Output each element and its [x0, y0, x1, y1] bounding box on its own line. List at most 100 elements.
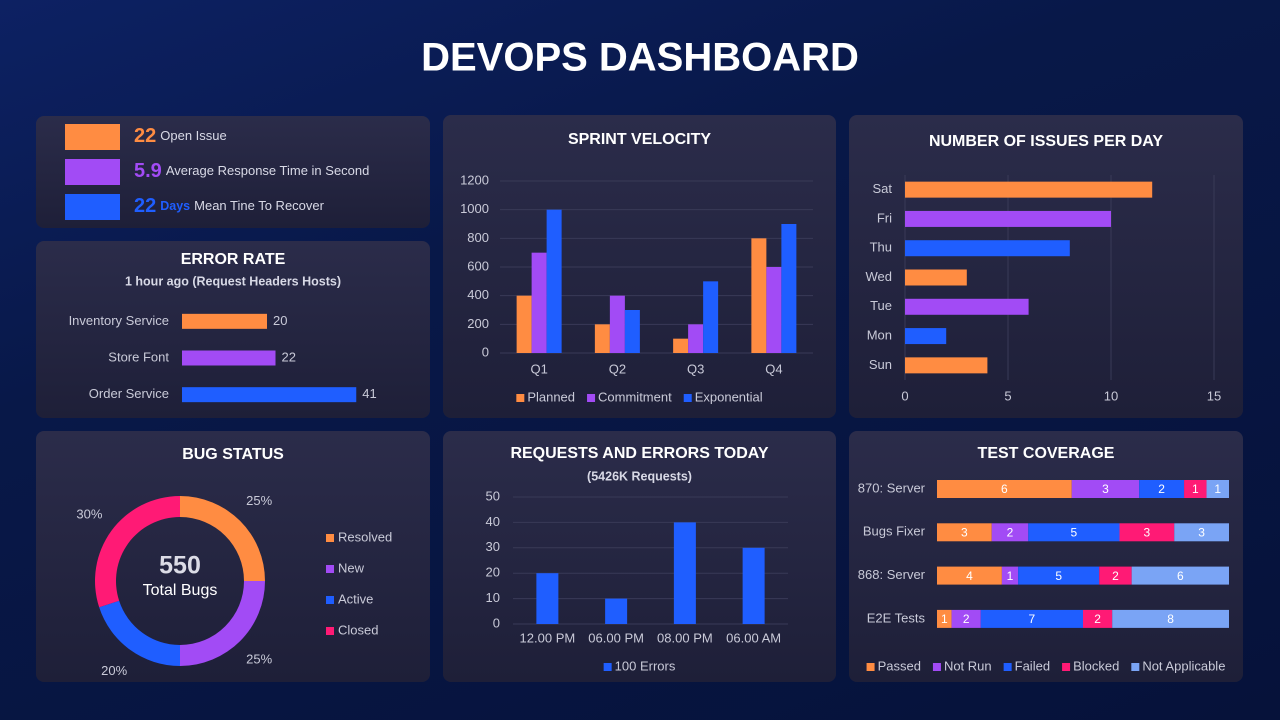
y-tick-label: 0 — [482, 344, 489, 359]
data-label: 6 — [1177, 569, 1184, 583]
kpi: 22 Open Issue — [134, 125, 227, 147]
y-tick-label: 20 — [486, 565, 500, 580]
panel — [36, 241, 430, 418]
data-label: 6 — [1001, 482, 1008, 496]
data-label: 1 — [1007, 569, 1014, 583]
y-tick-label: Sun — [869, 357, 892, 372]
legend-label: Not Run — [944, 658, 992, 673]
legend-swatch — [326, 565, 334, 573]
legend-label: Exponential — [695, 389, 763, 404]
data-label: 3 — [1144, 525, 1151, 539]
bar — [742, 547, 765, 624]
bar — [609, 295, 625, 353]
total-label: Total Bugs — [143, 582, 218, 599]
data-label: 5 — [1071, 525, 1078, 539]
bar — [766, 267, 782, 353]
kpi-panel — [36, 116, 430, 228]
bar — [531, 252, 547, 353]
donut-slice — [95, 496, 180, 608]
y-tick-label: 870: Server — [858, 480, 926, 495]
legend-label: Commitment — [598, 389, 672, 404]
data-label: 41 — [362, 386, 376, 401]
data-label: 2 — [963, 612, 970, 626]
bar — [605, 598, 628, 624]
legend-swatch — [932, 663, 941, 671]
bar-segment — [1112, 609, 1229, 628]
y-tick-label: Inventory Service — [69, 313, 169, 328]
bar — [905, 298, 1029, 315]
data-label: 25% — [246, 652, 272, 667]
bar-segment — [980, 609, 1083, 628]
kpi-value: 22 — [134, 125, 156, 147]
bar — [905, 269, 967, 286]
bar-segment — [1174, 523, 1229, 542]
legend-swatch — [326, 627, 334, 635]
bar — [673, 338, 689, 353]
chart-title: SPRINT VELOCITY — [568, 131, 711, 148]
chart-subtitle: 1 hour ago (Request Headers Hosts) — [125, 274, 341, 288]
data-label: 20% — [101, 663, 127, 678]
bar-segment — [1131, 566, 1229, 585]
y-tick-label: 30 — [486, 539, 500, 554]
bar — [182, 313, 267, 329]
bar-segment — [1184, 480, 1207, 498]
legend-swatch — [326, 534, 334, 542]
bar-segment — [937, 480, 1072, 498]
y-tick-label: 600 — [467, 258, 489, 273]
bar-segment — [1206, 480, 1229, 498]
bar — [182, 387, 357, 403]
kpi-swatch — [65, 124, 120, 150]
bar — [905, 240, 1070, 257]
y-tick-label: 1000 — [460, 201, 489, 216]
data-label: 2 — [1007, 525, 1014, 539]
legend-label: Resolved — [338, 529, 392, 544]
kpi-swatch — [65, 194, 120, 220]
legend-label: Not Applicable — [1142, 658, 1225, 673]
data-label: 3 — [1102, 482, 1109, 496]
legend-label: Passed — [878, 658, 921, 673]
data-label: 2 — [1112, 569, 1119, 583]
y-tick-label: Thu — [870, 240, 892, 255]
bar-segment — [1018, 566, 1100, 585]
bar — [516, 295, 532, 353]
legend-label: New — [338, 560, 365, 575]
bar-segment — [937, 566, 1002, 585]
data-label: 22 — [282, 349, 296, 364]
bar-segment — [1028, 523, 1120, 542]
kpi-value: 22 — [134, 195, 156, 217]
y-tick-label: 400 — [467, 287, 489, 302]
data-label: 7 — [1029, 612, 1036, 626]
data-label: 20 — [273, 313, 287, 328]
x-tick-label: 0 — [901, 388, 908, 403]
bar — [673, 522, 696, 624]
bar — [905, 357, 988, 374]
donut-slice — [99, 600, 180, 666]
x-tick-label: Q1 — [530, 361, 547, 376]
legend-swatch — [1003, 663, 1012, 671]
kpi: 22 Days Mean Tine To Recover — [134, 195, 325, 217]
data-label: 1 — [1192, 482, 1199, 496]
donut-slice — [180, 581, 265, 666]
y-tick-label: Sat — [872, 181, 892, 196]
y-tick-label: E2E Tests — [867, 610, 926, 625]
y-tick-label: Mon — [867, 328, 892, 343]
x-tick-label: 06.00 AM — [726, 630, 781, 645]
legend-swatch — [1062, 663, 1071, 671]
data-label: 30% — [76, 507, 102, 522]
legend-swatch — [683, 394, 692, 402]
bar-segment — [1139, 480, 1185, 498]
kpi-label: Average Response Time in Second — [166, 163, 370, 178]
x-tick-label: 10 — [1104, 388, 1118, 403]
legend-label: 100 Errors — [615, 658, 676, 673]
chart-title: NUMBER OF ISSUES PER DAY — [929, 133, 1163, 150]
bar — [624, 310, 640, 353]
y-tick-label: 40 — [486, 514, 500, 529]
data-label: 4 — [966, 569, 973, 583]
x-tick-label: Q3 — [687, 361, 704, 376]
bar — [905, 181, 1153, 198]
donut-slice — [180, 496, 265, 581]
bar-segment — [937, 523, 992, 542]
panel — [849, 431, 1243, 682]
data-label: 2 — [1158, 482, 1165, 496]
